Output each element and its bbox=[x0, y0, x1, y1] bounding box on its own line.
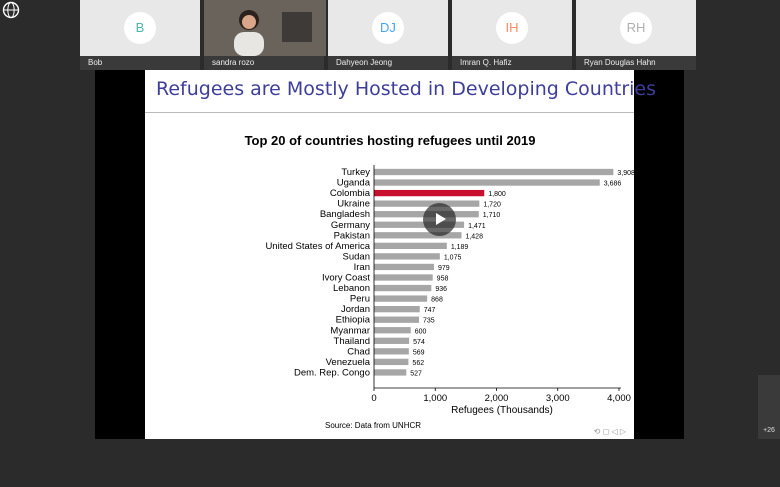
category-label: Colombia bbox=[330, 188, 371, 199]
participant-tile-bob[interactable]: B Bob bbox=[80, 0, 202, 70]
participant-name: Ryan Douglas Hahn bbox=[576, 56, 696, 70]
x-tick-label: 1,000 bbox=[423, 393, 447, 404]
title-divider bbox=[145, 112, 634, 113]
category-label: Ukraine bbox=[337, 199, 370, 210]
value-label: 562 bbox=[412, 360, 424, 367]
x-tick-label: 2,000 bbox=[485, 393, 509, 404]
shared-screen: Refugees are Mostly Hosted in Developing… bbox=[95, 70, 684, 439]
category-label: Lebanon bbox=[333, 283, 370, 294]
bar-jordan bbox=[374, 306, 420, 313]
bar-sudan bbox=[374, 253, 440, 260]
more-participants-button[interactable]: +26 bbox=[758, 375, 780, 439]
chart-source: Source: Data from UNHCR bbox=[325, 421, 421, 430]
value-label: 1,471 bbox=[468, 223, 486, 230]
participant-avatar: RH bbox=[620, 12, 652, 44]
bar-venezuela bbox=[374, 358, 409, 366]
value-label: 1,428 bbox=[465, 233, 483, 240]
value-label: 569 bbox=[413, 349, 425, 356]
value-label: 1,075 bbox=[444, 254, 462, 261]
category-label: Venezuela bbox=[326, 357, 371, 368]
value-label: 979 bbox=[438, 265, 450, 272]
value-label: 735 bbox=[423, 318, 435, 325]
bar-thailand bbox=[374, 337, 410, 344]
bar-turkey bbox=[374, 168, 614, 176]
bar-iran bbox=[374, 263, 434, 271]
bar-dem-rep-congo bbox=[374, 369, 407, 376]
participant-name: Imran Q. Hafiz bbox=[452, 56, 572, 70]
play-button[interactable] bbox=[423, 203, 456, 236]
category-label: Germany bbox=[331, 220, 370, 231]
category-label: Turkey bbox=[341, 167, 370, 178]
bar-germany bbox=[374, 221, 465, 228]
participant-name: Bob bbox=[80, 56, 200, 70]
bar-myanmar bbox=[374, 327, 411, 334]
participant-avatar: B bbox=[124, 12, 156, 44]
slide: Refugees are Mostly Hosted in Developing… bbox=[145, 70, 656, 439]
value-label: 1,720 bbox=[483, 202, 501, 209]
x-tick-label: 4,000 bbox=[607, 393, 631, 404]
participant-strip: B Bob sandra rozo DJ Dahyeon Jeong IH Im… bbox=[80, 0, 700, 70]
bar-peru bbox=[374, 295, 428, 302]
category-label: Sudan bbox=[343, 251, 370, 262]
participant-avatar: IH bbox=[496, 12, 528, 44]
value-label: 936 bbox=[435, 286, 447, 293]
bar-ivory-coast bbox=[374, 274, 433, 281]
value-label: 3,908 bbox=[617, 170, 634, 177]
category-label: Dem. Rep. Congo bbox=[294, 367, 370, 378]
bar-lebanon bbox=[374, 284, 432, 292]
value-label: 1,710 bbox=[483, 212, 501, 219]
category-label: Bangladesh bbox=[320, 209, 370, 220]
value-label: 574 bbox=[413, 339, 425, 346]
value-label: 1,800 bbox=[488, 191, 506, 198]
category-label: Ivory Coast bbox=[322, 273, 370, 284]
participant-video bbox=[204, 0, 326, 56]
participant-tile-ryan-douglas-hahn[interactable]: RH Ryan Douglas Hahn bbox=[576, 0, 698, 70]
category-label: Jordan bbox=[341, 304, 370, 315]
bar-uganda bbox=[374, 179, 600, 186]
x-axis-label: Refugees (Thousands) bbox=[451, 405, 553, 416]
x-tick-label: 3,000 bbox=[546, 393, 570, 404]
bar-chad bbox=[374, 348, 409, 355]
chart-title: Top 20 of countries hosting refugees unt… bbox=[245, 133, 536, 148]
slide-title: Refugees are Mostly Hosted in Developing… bbox=[156, 78, 656, 100]
category-label: United States of America bbox=[265, 241, 370, 252]
slide-nav-icons[interactable]: ⟲ ◻ ◁ ▷ bbox=[593, 427, 626, 436]
bar-ethiopia bbox=[374, 316, 420, 323]
bar-chart: Top 20 of countries hosting refugees unt… bbox=[245, 133, 634, 430]
participant-tile-sandra-rozo[interactable]: sandra rozo bbox=[204, 0, 326, 70]
bar-united-states-of-america bbox=[374, 242, 447, 249]
category-label: Chad bbox=[347, 346, 370, 357]
category-label: Peru bbox=[350, 294, 370, 305]
value-label: 868 bbox=[431, 297, 443, 304]
participant-name: sandra rozo bbox=[204, 56, 324, 70]
value-label: 1,189 bbox=[451, 244, 469, 251]
value-label: 958 bbox=[437, 276, 449, 283]
participant-avatar: DJ bbox=[372, 12, 404, 44]
value-label: 747 bbox=[424, 307, 436, 314]
value-label: 3,686 bbox=[604, 181, 622, 188]
world-globe-icon[interactable] bbox=[2, 1, 20, 19]
x-tick-label: 0 bbox=[371, 393, 376, 404]
category-label: Thailand bbox=[334, 336, 370, 347]
bar-colombia bbox=[374, 189, 485, 197]
category-label: Uganda bbox=[337, 178, 371, 189]
bar-pakistan bbox=[374, 232, 462, 239]
category-label: Myanmar bbox=[330, 325, 370, 336]
category-label: Ethiopia bbox=[336, 315, 371, 326]
category-label: Pakistan bbox=[334, 230, 370, 241]
participant-name: Dahyeon Jeong bbox=[328, 56, 448, 70]
participant-tile-imran-q-hafiz[interactable]: IH Imran Q. Hafiz bbox=[452, 0, 574, 70]
participant-tile-dahyeon-jeong[interactable]: DJ Dahyeon Jeong bbox=[328, 0, 450, 70]
value-label: 600 bbox=[415, 328, 427, 335]
value-label: 527 bbox=[410, 370, 422, 377]
bar-ukraine bbox=[374, 200, 480, 207]
category-label: Iran bbox=[354, 262, 370, 273]
